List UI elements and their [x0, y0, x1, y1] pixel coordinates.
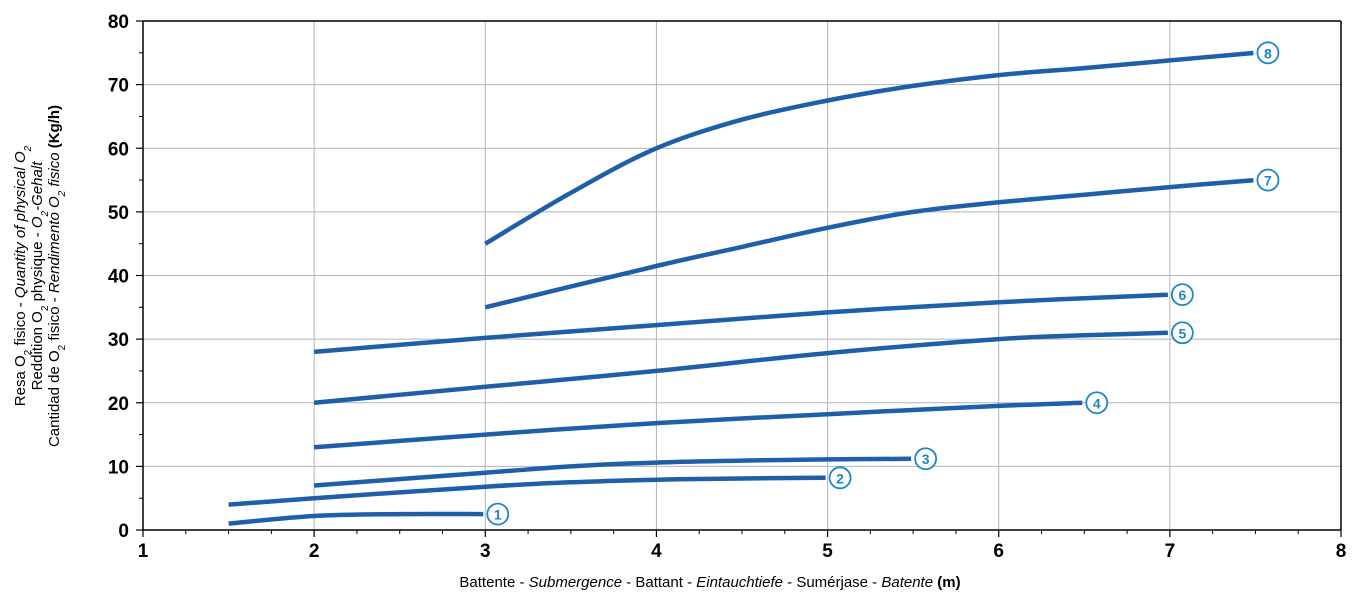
y-tick-label-10: 10: [108, 457, 129, 478]
x-tick-label-3: 3: [480, 541, 491, 562]
x-tick-label-6: 6: [993, 541, 1004, 562]
x-axis-label: Battente - Submergence - Battant - Einta…: [459, 574, 960, 591]
y-tick-label-80: 80: [108, 12, 129, 33]
series-marker-label-2: 2: [836, 470, 844, 486]
grid: [143, 21, 1341, 530]
y-tick-label-40: 40: [108, 267, 129, 288]
x-tick-label-8: 8: [1336, 541, 1347, 562]
x-tick-label-2: 2: [309, 541, 320, 562]
series-line-2: [229, 478, 826, 505]
series-marker-label-6: 6: [1178, 287, 1186, 303]
series-line-4: [314, 403, 1082, 448]
y-tick-label-60: 60: [108, 139, 129, 160]
y-axis-label: Resa O2 fisico - Quantity of physical O2…: [12, 105, 68, 447]
series-line-7: [485, 180, 1253, 307]
x-tick-label-4: 4: [651, 541, 662, 562]
y-tick-label-20: 20: [108, 394, 129, 415]
y-tick-label-70: 70: [108, 76, 129, 97]
series-marker-label-4: 4: [1093, 395, 1101, 411]
series-markers: 1 2 3 4 5 6 7 8: [487, 42, 1278, 524]
x-tick-label-7: 7: [1165, 541, 1176, 562]
series-line-1: [229, 514, 484, 524]
series-line-6: [314, 295, 1168, 352]
series-marker-label-1: 1: [494, 507, 502, 523]
series-marker-label-8: 8: [1264, 45, 1272, 61]
x-tick-label-1: 1: [138, 541, 149, 562]
y-tick-label-0: 0: [118, 521, 129, 542]
series-marker-label-7: 7: [1264, 173, 1272, 189]
series-layer: [229, 53, 1254, 524]
y-tick-label-30: 30: [108, 330, 129, 351]
x-tick-label-5: 5: [822, 541, 833, 562]
series-marker-label-3: 3: [922, 451, 930, 467]
series-marker-label-5: 5: [1178, 325, 1186, 341]
y-tick-label-50: 50: [108, 203, 129, 224]
y-axis-label-line-3: Cantidad de O2 fisico - Rendimento O2 fi…: [46, 105, 68, 447]
